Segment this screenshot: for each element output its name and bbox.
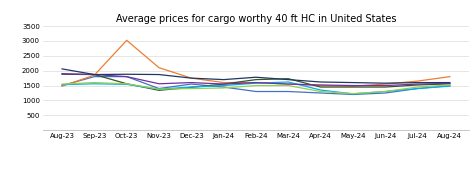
Los Angeles, CA bbox=[189, 86, 194, 89]
Houston bbox=[318, 92, 323, 94]
Savannah, GA bbox=[383, 90, 388, 93]
Savannah, GA bbox=[447, 84, 453, 86]
Long Beach, CA bbox=[285, 83, 291, 85]
Houston bbox=[59, 84, 65, 87]
Seattle, WA bbox=[415, 81, 420, 84]
Line: Houston: Houston bbox=[62, 77, 450, 94]
Oakland, CA bbox=[221, 83, 227, 85]
New York, NY bbox=[318, 89, 323, 91]
New York, NY bbox=[156, 88, 162, 90]
Seattle, WA bbox=[59, 68, 65, 70]
New York, NY bbox=[59, 84, 65, 86]
Seattle, WA bbox=[156, 73, 162, 76]
Line: Seattle, WA: Seattle, WA bbox=[62, 69, 450, 83]
Houston bbox=[285, 90, 291, 93]
Long Beach, CA bbox=[156, 67, 162, 69]
New York, NY bbox=[415, 87, 420, 90]
Houston bbox=[415, 87, 420, 90]
Oakland, CA bbox=[285, 83, 291, 85]
Houston bbox=[189, 83, 194, 85]
Seattle, WA bbox=[124, 73, 129, 75]
Long Beach, CA bbox=[221, 81, 227, 84]
Seattle, WA bbox=[447, 81, 453, 84]
Houston bbox=[221, 86, 227, 88]
Los Angeles, CA bbox=[447, 83, 453, 85]
New York, NY bbox=[383, 90, 388, 93]
Oakland, CA bbox=[383, 84, 388, 87]
Los Angeles, CA bbox=[350, 86, 356, 88]
Houston bbox=[124, 76, 129, 78]
Oakland, CA bbox=[253, 81, 259, 84]
Los Angeles, CA bbox=[91, 73, 97, 76]
Oakland, CA bbox=[59, 73, 65, 75]
Long Beach, CA bbox=[189, 77, 194, 79]
Title: Average prices for cargo worthy 40 ft HC in United States: Average prices for cargo worthy 40 ft HC… bbox=[116, 14, 396, 24]
Seattle, WA bbox=[285, 78, 291, 81]
Savannah, GA bbox=[91, 81, 97, 84]
Seattle, WA bbox=[253, 76, 259, 78]
Los Angeles, CA bbox=[59, 73, 65, 75]
Savannah, GA bbox=[285, 84, 291, 87]
Los Angeles, CA bbox=[285, 78, 291, 80]
Long Beach, CA bbox=[350, 85, 356, 87]
Seattle, WA bbox=[318, 81, 323, 83]
Houston bbox=[447, 84, 453, 87]
Savannah, GA bbox=[253, 84, 259, 87]
Houston bbox=[91, 76, 97, 78]
Seattle, WA bbox=[189, 77, 194, 79]
Long Beach, CA bbox=[383, 83, 388, 85]
Seattle, WA bbox=[350, 81, 356, 84]
Houston bbox=[156, 87, 162, 90]
Los Angeles, CA bbox=[156, 89, 162, 92]
Line: New York, NY: New York, NY bbox=[62, 82, 450, 94]
Long Beach, CA bbox=[415, 80, 420, 82]
Oakland, CA bbox=[91, 73, 97, 76]
Savannah, GA bbox=[415, 86, 420, 88]
Oakland, CA bbox=[189, 81, 194, 84]
Seattle, WA bbox=[221, 78, 227, 81]
Line: Savannah, GA: Savannah, GA bbox=[62, 83, 450, 94]
New York, NY bbox=[350, 93, 356, 95]
New York, NY bbox=[221, 84, 227, 87]
Los Angeles, CA bbox=[253, 78, 259, 81]
Savannah, GA bbox=[124, 83, 129, 85]
Los Angeles, CA bbox=[221, 83, 227, 85]
Oakland, CA bbox=[447, 82, 453, 85]
Oakland, CA bbox=[415, 83, 420, 85]
Long Beach, CA bbox=[253, 81, 259, 84]
New York, NY bbox=[189, 86, 194, 88]
New York, NY bbox=[91, 83, 97, 85]
Los Angeles, CA bbox=[383, 86, 388, 88]
New York, NY bbox=[285, 81, 291, 83]
Savannah, GA bbox=[156, 88, 162, 90]
Line: Los Angeles, CA: Los Angeles, CA bbox=[62, 74, 450, 90]
Savannah, GA bbox=[189, 87, 194, 90]
Los Angeles, CA bbox=[318, 86, 323, 88]
Oakland, CA bbox=[350, 84, 356, 87]
Long Beach, CA bbox=[318, 84, 323, 87]
Los Angeles, CA bbox=[124, 83, 129, 85]
Long Beach, CA bbox=[91, 74, 97, 76]
Houston bbox=[383, 92, 388, 94]
New York, NY bbox=[253, 82, 259, 84]
Long Beach, CA bbox=[124, 39, 129, 41]
Oakland, CA bbox=[318, 84, 323, 86]
Line: Oakland, CA: Oakland, CA bbox=[62, 74, 450, 86]
Savannah, GA bbox=[350, 92, 356, 95]
Seattle, WA bbox=[91, 73, 97, 76]
Line: Long Beach, CA: Long Beach, CA bbox=[62, 40, 450, 86]
Los Angeles, CA bbox=[415, 84, 420, 86]
Savannah, GA bbox=[59, 83, 65, 85]
Savannah, GA bbox=[318, 90, 323, 93]
Houston bbox=[253, 90, 259, 93]
Long Beach, CA bbox=[447, 76, 453, 78]
New York, NY bbox=[447, 85, 453, 87]
Houston bbox=[350, 93, 356, 96]
Savannah, GA bbox=[221, 87, 227, 89]
Seattle, WA bbox=[383, 82, 388, 84]
Oakland, CA bbox=[156, 83, 162, 85]
New York, NY bbox=[124, 83, 129, 86]
Long Beach, CA bbox=[59, 85, 65, 87]
Oakland, CA bbox=[124, 76, 129, 78]
